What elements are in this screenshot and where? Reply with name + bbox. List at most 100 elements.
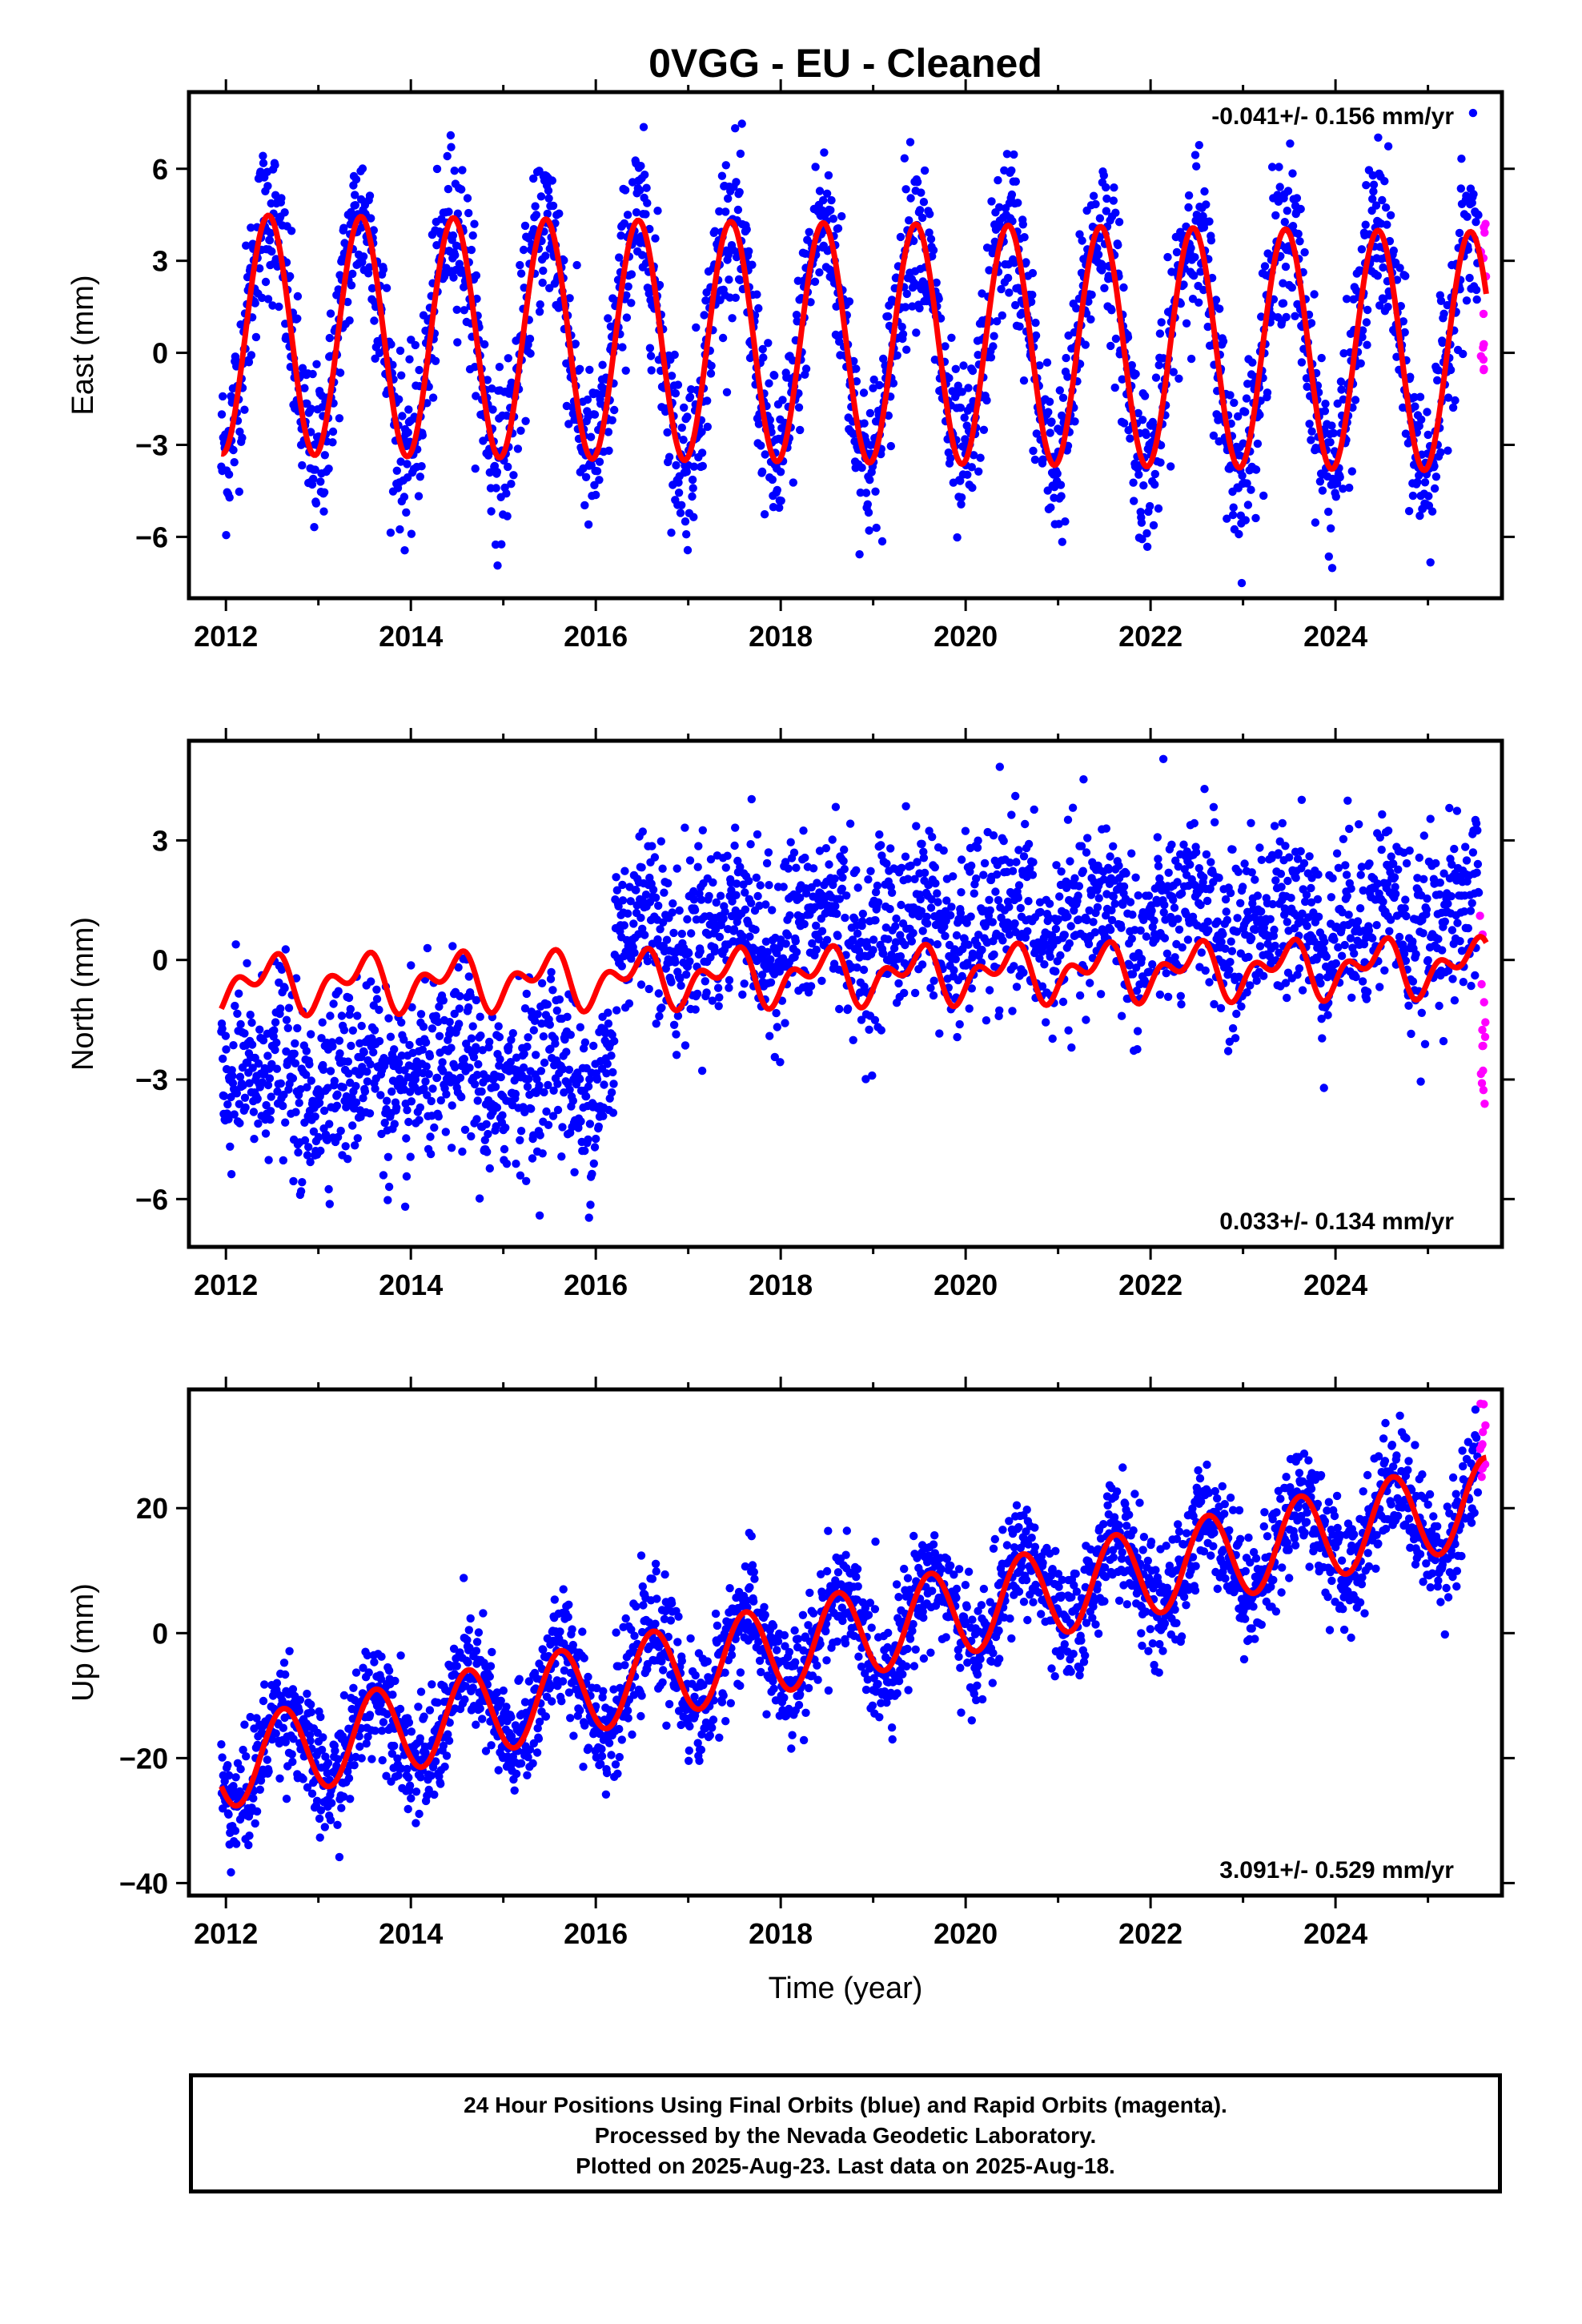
data-point-final	[954, 381, 963, 390]
data-point-final	[641, 891, 651, 899]
data-point-final	[426, 1149, 436, 1159]
data-point-final	[1104, 865, 1114, 875]
data-point-final	[833, 909, 841, 919]
data-point-final	[841, 913, 849, 923]
data-point-final	[926, 210, 934, 219]
data-point-final	[370, 316, 379, 325]
data-point-final	[884, 312, 893, 321]
data-point-final	[1174, 925, 1184, 935]
data-point-final	[947, 903, 956, 911]
data-point-final	[439, 996, 448, 1005]
data-point-final	[1324, 507, 1333, 517]
data-point-final	[775, 503, 784, 513]
x-tick-label: 2022	[1118, 620, 1182, 653]
data-point-final	[773, 485, 781, 495]
data-point-final	[303, 1083, 311, 1092]
data-point-final	[1038, 982, 1047, 991]
data-point-final	[1046, 428, 1054, 437]
data-point-final	[287, 227, 296, 235]
data-point-final	[751, 925, 760, 935]
data-point-final	[1280, 218, 1290, 227]
data-point-final	[650, 853, 660, 862]
data-point-final	[467, 1132, 476, 1141]
data-point-final	[404, 1117, 413, 1127]
data-point-final	[568, 1096, 577, 1105]
data-point-final	[277, 194, 286, 203]
data-point-final	[1226, 391, 1235, 400]
data-point-final	[1307, 883, 1315, 893]
data-point-final	[1296, 846, 1305, 856]
data-point-final	[271, 1045, 279, 1055]
data-point-final	[1119, 419, 1129, 428]
data-point-final	[761, 450, 769, 459]
data-point-final	[1010, 259, 1019, 267]
data-point-final	[447, 1043, 456, 1052]
data-point-final	[648, 885, 658, 895]
data-point-final	[897, 863, 906, 873]
data-point-final	[1361, 220, 1370, 229]
data-point-final	[737, 119, 746, 128]
data-point-final	[1070, 417, 1079, 426]
data-point-final	[281, 1118, 290, 1127]
data-point-final	[1061, 517, 1070, 526]
data-point-final	[226, 1142, 235, 1152]
data-point-final	[1202, 200, 1211, 209]
data-point-final	[296, 1187, 306, 1196]
data-point-final	[755, 901, 764, 911]
data-point-final	[1221, 895, 1231, 904]
data-point-final	[432, 164, 442, 174]
data-point-final	[1406, 372, 1415, 381]
data-point-final	[897, 323, 906, 332]
data-point-final	[990, 332, 998, 340]
data-point-final	[1469, 190, 1478, 199]
data-point-final	[551, 1039, 560, 1048]
data-point-final	[681, 1041, 690, 1050]
data-point-final	[1095, 214, 1105, 223]
data-point-final	[909, 928, 917, 938]
data-point-final	[1046, 503, 1055, 512]
data-point-final	[1233, 914, 1242, 923]
data-point-final	[444, 184, 453, 194]
data-point-final	[333, 1132, 343, 1142]
data-point-final	[400, 546, 409, 555]
data-point-final	[1186, 243, 1195, 252]
data-point-final	[730, 841, 739, 850]
data-point-final	[1383, 220, 1391, 229]
data-point-final	[1380, 177, 1389, 186]
data-point-final	[300, 1118, 309, 1128]
data-point-final	[351, 1141, 359, 1150]
data-point-final	[781, 939, 790, 948]
x-tick-label: 2014	[379, 620, 443, 653]
data-point-final	[1291, 312, 1299, 320]
data-point-final	[507, 1035, 516, 1044]
data-point-final	[224, 1115, 233, 1124]
data-point-final	[1339, 485, 1347, 493]
data-point-final	[516, 1136, 524, 1145]
data-point-final	[1434, 366, 1443, 375]
data-point-final	[492, 1103, 502, 1112]
data-point-final	[415, 365, 424, 375]
data-point-final	[335, 1049, 344, 1058]
data-point-final	[1431, 472, 1441, 481]
data-point-final	[989, 831, 998, 840]
data-point-final	[411, 340, 420, 350]
data-point-final	[1051, 924, 1061, 934]
data-point-final	[351, 1098, 361, 1107]
data-point-final	[647, 366, 656, 375]
data-point-final	[1206, 884, 1215, 893]
data-point-final	[397, 1018, 406, 1027]
data-point-final	[964, 384, 973, 392]
data-point-final	[815, 846, 825, 855]
data-point-final	[901, 940, 909, 950]
data-point-final	[358, 164, 367, 173]
data-point-final	[1140, 392, 1150, 400]
data-point-final	[471, 464, 480, 473]
data-point-final	[291, 1108, 300, 1116]
data-point-final	[1273, 191, 1282, 199]
data-point-final	[1226, 888, 1235, 898]
data-point-final	[1158, 754, 1168, 763]
data-point-final	[1217, 938, 1226, 947]
data-point-final	[1401, 271, 1410, 280]
data-point-final	[425, 1051, 435, 1061]
data-point-final	[1463, 212, 1472, 221]
